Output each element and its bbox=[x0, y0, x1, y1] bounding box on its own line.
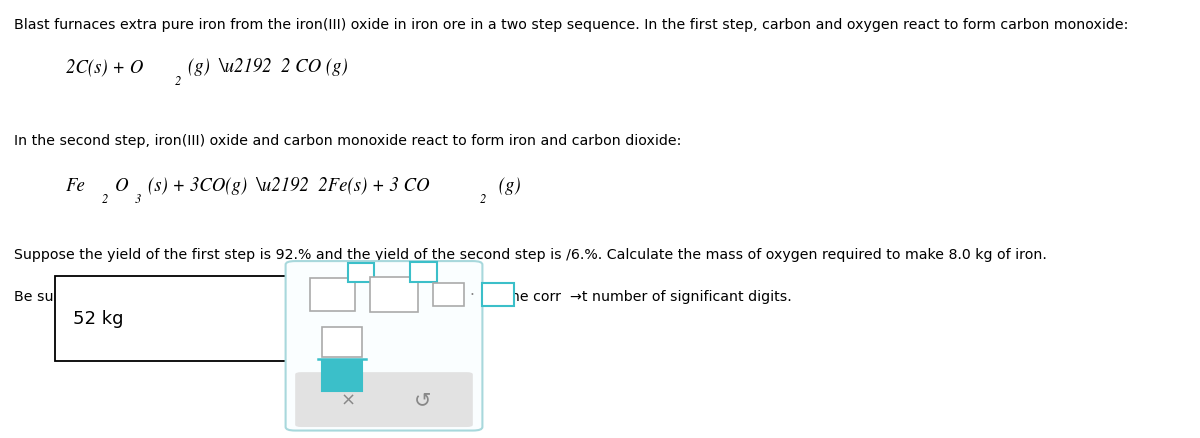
Text: 2C(s) + O: 2C(s) + O bbox=[66, 58, 143, 76]
FancyBboxPatch shape bbox=[370, 278, 418, 312]
FancyBboxPatch shape bbox=[482, 283, 514, 306]
FancyBboxPatch shape bbox=[286, 261, 482, 431]
Text: 52 kg: 52 kg bbox=[73, 310, 124, 328]
Text: In the second step, iron(III) oxide and carbon monoxide react to form iron and c: In the second step, iron(III) oxide and … bbox=[14, 134, 682, 148]
FancyBboxPatch shape bbox=[410, 262, 437, 282]
Text: (g)  \u2192  2 CO (g): (g) \u2192 2 CO (g) bbox=[188, 58, 348, 76]
Text: Fe: Fe bbox=[66, 176, 86, 194]
Text: 2: 2 bbox=[175, 75, 181, 88]
FancyBboxPatch shape bbox=[433, 283, 464, 306]
FancyBboxPatch shape bbox=[310, 279, 355, 311]
FancyBboxPatch shape bbox=[322, 327, 362, 357]
Text: ×: × bbox=[341, 391, 356, 409]
Text: ↺: ↺ bbox=[414, 390, 432, 410]
Text: 2: 2 bbox=[480, 193, 486, 206]
Text: Blast furnaces extra pure iron from the iron(III) oxide in iron ore in a two ste: Blast furnaces extra pure iron from the … bbox=[14, 18, 1129, 32]
FancyBboxPatch shape bbox=[322, 361, 362, 391]
Text: O: O bbox=[115, 176, 128, 194]
FancyBboxPatch shape bbox=[348, 263, 374, 283]
Text: 3: 3 bbox=[134, 193, 140, 206]
FancyBboxPatch shape bbox=[55, 276, 286, 361]
Text: Suppose the yield of the first step is 92.% and the yield of the second step is : Suppose the yield of the first step is 9… bbox=[14, 247, 1048, 261]
Text: Be sure your answer has a unit symbol, if needed, and is rounded to the corr  →t: Be sure your answer has a unit symbol, i… bbox=[14, 289, 792, 303]
Text: (g): (g) bbox=[494, 176, 521, 194]
Text: 2: 2 bbox=[102, 193, 108, 206]
Text: x10: x10 bbox=[377, 298, 392, 307]
Text: ·: · bbox=[469, 287, 474, 302]
Text: (s) + 3CO(g)  \u2192  2Fe(s) + 3 CO: (s) + 3CO(g) \u2192 2Fe(s) + 3 CO bbox=[148, 176, 430, 194]
FancyBboxPatch shape bbox=[295, 372, 473, 427]
